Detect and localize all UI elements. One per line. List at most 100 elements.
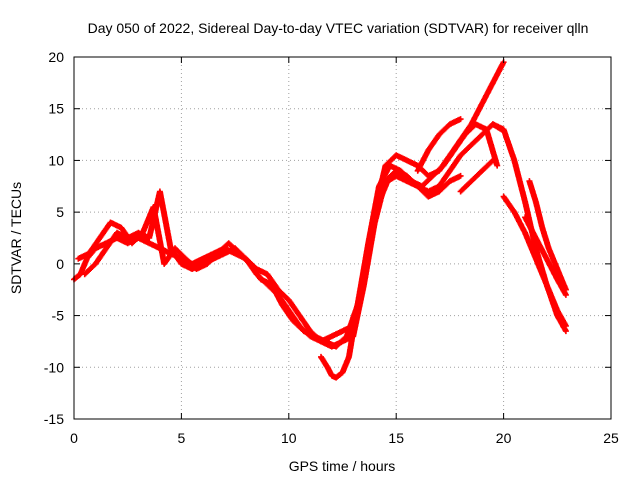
data-point	[496, 164, 499, 167]
data-point	[141, 231, 144, 234]
data-point	[388, 164, 391, 167]
data-point	[427, 195, 430, 198]
data-point	[405, 159, 409, 162]
data-point	[474, 123, 477, 126]
data-point	[386, 179, 389, 183]
x-tick-label: 5	[178, 430, 186, 446]
data-point	[109, 221, 112, 224]
data-point	[416, 169, 419, 172]
series-arc-10	[522, 214, 569, 298]
data-point	[85, 257, 89, 260]
data-point	[173, 247, 177, 250]
data-point	[105, 247, 108, 250]
data-point	[438, 133, 441, 136]
data-point	[373, 221, 376, 224]
data-point	[485, 128, 488, 131]
y-axis-label: SDTVAR / TECUs	[8, 182, 24, 294]
data-point	[480, 169, 484, 172]
data-point	[98, 236, 102, 240]
data-point	[184, 257, 187, 260]
data-point	[442, 164, 445, 167]
data-point	[554, 262, 557, 266]
data-point	[399, 169, 402, 172]
data-point	[438, 190, 441, 193]
x-tick-label: 15	[388, 430, 404, 446]
data-point	[158, 190, 162, 193]
data-point	[564, 329, 568, 333]
data-point	[534, 257, 537, 260]
data-point	[281, 304, 284, 307]
data-point	[545, 283, 548, 286]
data-point	[395, 154, 398, 157]
data-point	[313, 335, 316, 338]
data-point	[302, 329, 305, 333]
data-point	[291, 319, 295, 322]
data-point	[416, 185, 419, 188]
y-tick-label: -5	[52, 308, 65, 324]
data-point	[523, 200, 527, 203]
data-point	[470, 179, 473, 183]
data-point	[459, 190, 462, 193]
data-point	[227, 242, 230, 245]
data-point	[534, 200, 537, 203]
y-tick-label: 5	[56, 204, 64, 220]
data-point	[513, 159, 516, 162]
data-point	[459, 154, 462, 157]
data-point	[358, 298, 361, 302]
data-point	[545, 257, 548, 260]
data-point	[459, 174, 462, 178]
chart-title: Day 050 of 2022, Sidereal Day-to-day VTE…	[88, 20, 589, 36]
data-point	[326, 366, 329, 369]
data-point	[152, 205, 155, 209]
data-point	[556, 278, 559, 281]
y-tick-label: 0	[56, 256, 64, 272]
data-point	[266, 273, 269, 276]
series-arc-8	[500, 193, 569, 329]
data-point	[395, 174, 398, 178]
data-point	[523, 216, 527, 219]
data-point	[448, 123, 452, 126]
x-tick-label: 0	[70, 430, 78, 446]
data-point	[334, 345, 338, 348]
data-point	[541, 226, 544, 229]
data-point	[115, 231, 119, 234]
data-point	[480, 133, 484, 136]
data-point	[438, 185, 441, 188]
data-point	[223, 252, 226, 255]
y-tick-label: -10	[44, 359, 64, 375]
data-point	[330, 335, 333, 338]
data-point	[564, 293, 568, 297]
data-point	[463, 133, 467, 136]
data-point	[528, 179, 531, 183]
data-point	[491, 159, 495, 162]
data-point	[502, 128, 505, 131]
y-tick-label: 15	[48, 101, 64, 117]
data-point	[319, 355, 323, 359]
data-point	[83, 273, 86, 276]
series-arc-9	[526, 178, 569, 293]
data-point	[547, 247, 550, 250]
data-point	[330, 374, 333, 377]
data-point	[364, 262, 368, 266]
x-tick-label: 20	[496, 430, 512, 446]
data-point	[352, 329, 355, 333]
data-point	[206, 262, 209, 266]
data-point	[380, 195, 383, 198]
data-point	[287, 298, 290, 302]
data-point	[163, 262, 166, 266]
data-point	[120, 226, 123, 229]
data-point	[523, 231, 527, 234]
data-point	[347, 355, 351, 359]
data-point	[427, 190, 430, 193]
data-point	[180, 262, 183, 266]
data-point	[201, 257, 205, 260]
x-tick-label: 25	[603, 430, 619, 446]
x-tick-label: 10	[281, 430, 297, 446]
data-point	[491, 123, 495, 126]
data-point	[453, 148, 456, 152]
data-point	[334, 376, 338, 379]
plot-frame	[73, 56, 612, 420]
data-point	[448, 179, 452, 183]
data-point	[431, 174, 434, 178]
data-point	[324, 340, 327, 343]
